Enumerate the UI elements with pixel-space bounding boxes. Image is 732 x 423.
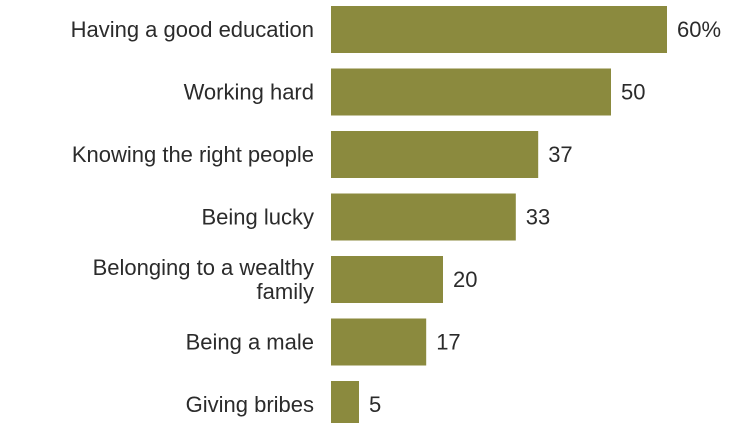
category-label: Having a good education xyxy=(71,17,314,42)
bars xyxy=(331,6,667,423)
category-labels: Having a good education Working hard Knowi… xyxy=(71,17,314,417)
value-label: 37 xyxy=(548,142,572,167)
category-label: Being a male xyxy=(186,330,314,355)
bar xyxy=(331,193,516,241)
category-label: Working hard xyxy=(184,80,314,105)
bar xyxy=(331,381,359,423)
value-label: 17 xyxy=(436,330,460,355)
category-label: Knowing the right people xyxy=(72,142,314,167)
value-label: 33 xyxy=(526,205,550,230)
bar xyxy=(331,318,427,366)
category-label: Giving bribes xyxy=(186,392,314,417)
bar xyxy=(331,68,611,116)
bar xyxy=(331,256,443,303)
value-label: 20 xyxy=(453,267,477,292)
category-label: family xyxy=(257,279,314,304)
category-label: Belonging to a wealthy xyxy=(93,255,314,280)
bar xyxy=(331,131,539,178)
bar xyxy=(331,6,667,53)
value-labels: 60% 50 37 33 20 17 5 xyxy=(369,17,721,417)
value-label: 50 xyxy=(621,80,645,105)
category-label: Being lucky xyxy=(201,205,314,230)
value-label: 5 xyxy=(369,392,381,417)
value-label: 60% xyxy=(677,17,721,42)
